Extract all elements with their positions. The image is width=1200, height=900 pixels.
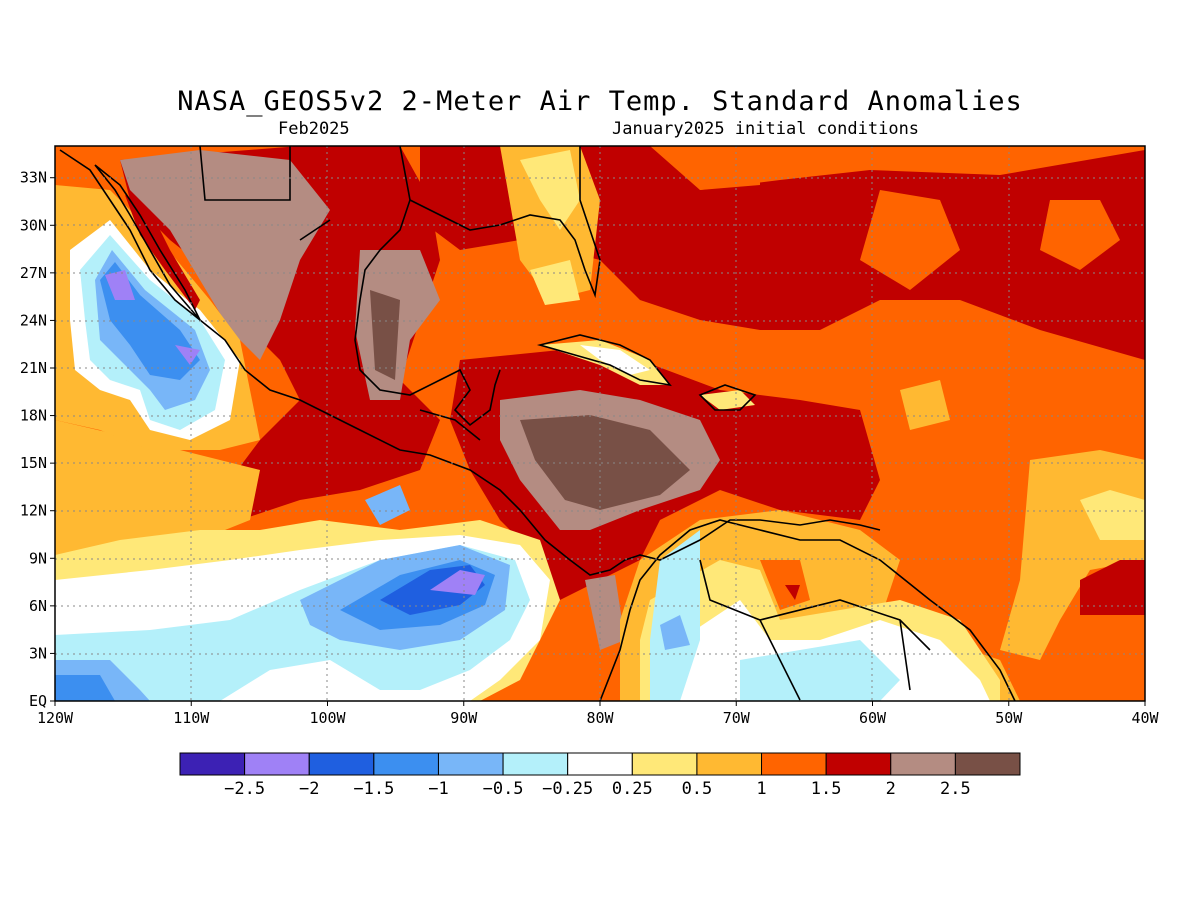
colorbar-swatch xyxy=(437,752,504,776)
y-tick-label: 21N xyxy=(20,359,47,377)
y-tick-label: 3N xyxy=(29,644,47,662)
colorbar-swatch xyxy=(761,752,827,776)
colorbar-swatch xyxy=(244,752,310,776)
anomaly-region xyxy=(365,485,410,525)
x-tick-label: 70W xyxy=(723,709,751,727)
anomaly-region xyxy=(420,146,1145,360)
y-tick-label: 30N xyxy=(20,216,47,234)
anomaly-region xyxy=(520,150,580,230)
anomaly-region xyxy=(55,420,260,560)
colorbar-label: −1.5 xyxy=(353,779,394,799)
y-tick-label: 18N xyxy=(20,407,47,425)
colorbar-swatch xyxy=(890,752,956,776)
valid-month: Feb2025 xyxy=(278,119,350,139)
map-title: NASA_GEOS5v2 2-Meter Air Temp. Standard … xyxy=(177,86,1023,117)
y-tick-label: 15N xyxy=(20,454,47,472)
anomaly-region xyxy=(740,640,900,701)
x-tick-label: 90W xyxy=(450,709,478,727)
colorbar: −2.5 −2 −1.5 −1 −0.5 −0.25 0.25 0.5 1 1.5 2 2.5 xyxy=(179,752,1021,799)
anomaly-region xyxy=(1080,490,1145,540)
colorbar-label: 1.5 xyxy=(811,779,842,799)
anomaly-region xyxy=(530,260,580,305)
grid xyxy=(55,146,1145,701)
anomaly-region xyxy=(660,615,690,650)
x-tick-label: 60W xyxy=(859,709,887,727)
colorbar-label: −2.5 xyxy=(224,779,265,799)
colorbar-swatch xyxy=(308,752,375,776)
anomaly-region xyxy=(680,150,760,190)
anomaly-field xyxy=(55,146,1145,701)
x-tick-label: 80W xyxy=(586,709,614,727)
anomaly-region xyxy=(1040,200,1120,270)
colorbar-label: 2.5 xyxy=(940,779,971,799)
y-tick-label: EQ xyxy=(29,692,47,710)
x-tick-label: 40W xyxy=(1131,709,1159,727)
border-lines xyxy=(199,146,931,701)
x-axis: 120W 110W 100W 90W 80W 70W 60W 50W 40W xyxy=(37,701,1160,727)
anomaly-region xyxy=(785,585,800,600)
colorbar-label: 0.5 xyxy=(682,779,713,799)
anomaly-region xyxy=(650,530,700,701)
coastline-north-america xyxy=(59,149,881,576)
colorbar-swatch xyxy=(696,752,763,776)
anomaly-region xyxy=(55,675,115,701)
colorbar-swatch xyxy=(567,752,633,776)
x-tick-label: 120W xyxy=(37,709,74,727)
colorbar-swatch xyxy=(179,752,246,776)
init-conditions: January2025 initial conditions xyxy=(612,119,920,139)
colorbar-label: −2 xyxy=(299,779,319,799)
colorbar-label: −0.5 xyxy=(483,779,524,799)
anomaly-region xyxy=(105,270,135,300)
y-tick-label: 24N xyxy=(20,311,47,329)
coastlines xyxy=(59,146,1016,701)
x-tick-label: 110W xyxy=(173,709,210,727)
coastline-cuba xyxy=(536,334,672,387)
colorbar-label: 1 xyxy=(756,779,766,799)
y-tick-label: 12N xyxy=(20,502,47,520)
colorbar-swatch xyxy=(954,752,1021,776)
colorbar-label: −1 xyxy=(428,779,448,799)
anomaly-region xyxy=(1080,560,1145,615)
anomaly-region xyxy=(860,190,960,290)
y-tick-label: 33N xyxy=(20,169,47,187)
colorbar-swatch xyxy=(825,752,892,776)
anomaly-region xyxy=(700,390,755,410)
anomaly-region xyxy=(120,150,330,360)
anomaly-region xyxy=(520,415,690,510)
x-tick-label: 50W xyxy=(995,709,1023,727)
x-tick-label: 100W xyxy=(309,709,346,727)
coastline-us-gulf xyxy=(409,146,601,299)
y-tick-label: 9N xyxy=(29,549,47,567)
coastline-gulf xyxy=(354,146,501,427)
anomaly-region xyxy=(900,380,950,430)
y-tick-label: 27N xyxy=(20,264,47,282)
anomaly-region xyxy=(175,345,200,365)
y-tick-label: 6N xyxy=(29,597,47,615)
colorbar-swatch xyxy=(631,752,698,776)
anomaly-region xyxy=(585,575,625,650)
colorbar-swatch xyxy=(502,752,569,776)
anomaly-region xyxy=(430,570,485,595)
colorbar-swatch xyxy=(373,752,439,776)
colorbar-label: 0.25 xyxy=(612,779,653,799)
colorbar-label: 2 xyxy=(886,779,896,799)
colorbar-label: −0.25 xyxy=(542,779,593,799)
coastline-south-america xyxy=(599,519,1016,701)
y-axis: EQ 3N 6N 9N 12N 15N 18N 21N 24N 27N 30N 33N xyxy=(20,169,55,710)
coastline-baja xyxy=(94,164,201,321)
coastline-hispaniola xyxy=(698,384,757,411)
anomaly-region xyxy=(370,290,400,380)
